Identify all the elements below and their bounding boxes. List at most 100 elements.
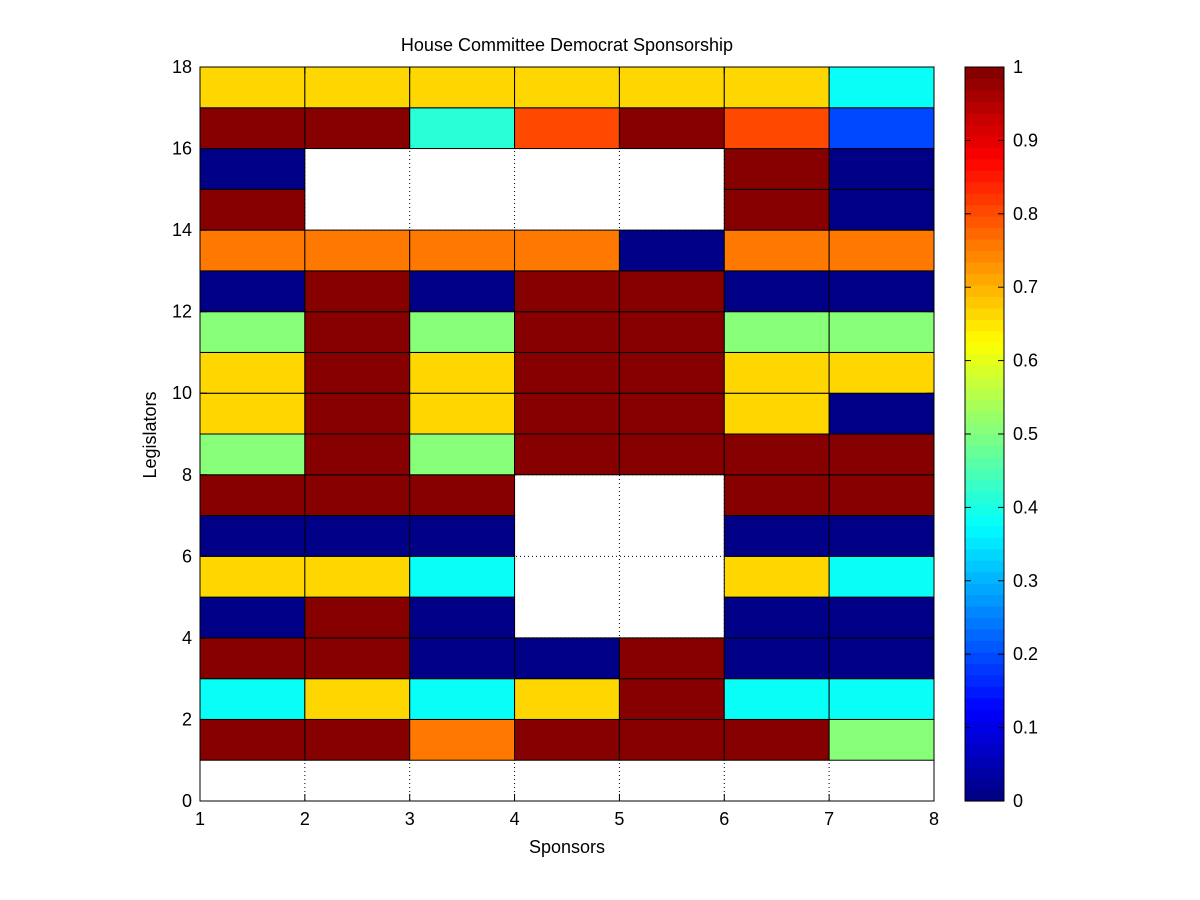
colorbar-tick-label: 0.5 [1013,424,1038,444]
heatmap-cell [828,433,935,476]
colorbar-swatch [965,709,1004,722]
heatmap-cell [304,718,411,761]
heatmap-cell [199,229,306,272]
heatmap-cell [409,270,516,313]
heatmap-cell [409,107,516,150]
plot-frame [199,66,935,802]
colorbar-swatch [965,319,1004,332]
colorbar-swatch [965,78,1004,91]
colorbar-swatch [965,261,1004,275]
heatmap-cell [828,474,935,517]
colorbar-swatch [965,697,1004,710]
y-tick-label: 6 [182,546,192,566]
heatmap-cell [828,637,935,680]
colorbar-swatch [965,216,1004,229]
heatmap-cell [199,66,306,109]
heatmap-cell [514,107,620,150]
colorbar-swatch [965,67,1004,80]
heatmap-cell [409,678,516,720]
heatmap-cell [199,433,306,476]
x-tick-label: 1 [195,809,205,829]
heatmap-cell [304,107,411,150]
heatmap-cell [828,66,935,109]
x-tick-label: 2 [300,809,310,829]
colorbar-swatch [965,365,1004,378]
heatmap-cell [304,311,411,353]
heatmap-cell [514,718,620,761]
heatmap-cell [199,270,306,313]
heatmap-cell [409,474,516,517]
heatmap-cell [304,66,411,109]
heatmap-cell [618,229,725,272]
y-tick-label: 16 [172,139,192,159]
colorbar-swatch [965,112,1004,125]
heatmap-cell [828,229,935,272]
x-tick-label: 8 [929,809,939,829]
heatmap-cell [723,474,830,517]
y-tick-label: 4 [182,628,192,648]
heatmap-cell [618,66,725,109]
colorbar-swatch [965,628,1004,642]
heatmap-cell [199,678,306,720]
heatmap-cell [304,596,411,639]
heatmap-cell [304,637,411,680]
heatmap-cell [828,351,935,394]
heatmap-cell [723,515,830,557]
colorbar-tick-label: 0.4 [1013,497,1038,517]
x-axis-label: Sponsors [529,837,605,857]
heatmap-cell [409,229,516,272]
heatmap-cell [723,311,830,353]
heatmap-cell [199,596,306,639]
heatmap-cell [409,351,516,394]
heatmap-cell [723,392,830,435]
heatmap-cell [618,107,725,150]
colorbar-swatch [965,284,1004,297]
colorbar-swatch [965,193,1004,206]
x-tick-label: 3 [405,809,415,829]
heatmap-cell [409,515,516,557]
y-tick-label: 8 [182,465,192,485]
colorbar-swatch [965,766,1004,779]
heatmap-cell [618,433,725,476]
heatmap-cell [828,392,935,435]
colorbar-swatch [965,296,1004,309]
colorbar-swatch [965,468,1004,481]
heatmap-cell [199,351,306,394]
colorbar-swatch [965,617,1004,630]
colorbar-swatch [965,250,1004,263]
heatmap-cell [409,718,516,761]
heatmap-cells [199,66,935,761]
y-tick-label: 10 [172,383,192,403]
heatmap-cell [199,107,306,150]
heatmap-cell [723,107,830,150]
heatmap-cell [199,515,306,557]
colorbar-swatch [965,434,1004,447]
heatmap-cell [723,188,830,231]
heatmap-cell [199,718,306,761]
heatmap-cell [304,678,411,720]
x-tick-label: 6 [719,809,729,829]
colorbar-swatch [965,399,1004,412]
heatmap-cell [723,555,830,598]
colorbar-swatch [965,479,1004,492]
heatmap-cell [618,392,725,435]
y-axis-label: Legislators [140,391,160,478]
heatmap-cell [199,474,306,517]
colorbar-tick-label: 0.1 [1013,718,1038,738]
heatmap-cell [723,678,830,720]
colorbar: 0 0.1 0.2 0.3 0.4 0.5 0.6 0.7 0.8 0.9 1 [964,57,1038,811]
colorbar-swatch [965,571,1004,584]
colorbar-swatch [965,502,1004,515]
heatmap-cell [828,270,935,313]
heatmap-cell [409,596,516,639]
heatmap-cell [514,433,620,476]
heatmap-cell [723,66,830,109]
heatmap-cell [618,311,725,353]
heatmap-cell [618,718,725,761]
heatmap-cell [828,515,935,557]
heatmap-cell [828,718,935,761]
colorbar-swatch [965,124,1004,137]
colorbar-tick-label: 0.6 [1013,351,1038,371]
colorbar-tick-label: 0 [1013,791,1023,811]
heatmap-cell [199,188,306,231]
